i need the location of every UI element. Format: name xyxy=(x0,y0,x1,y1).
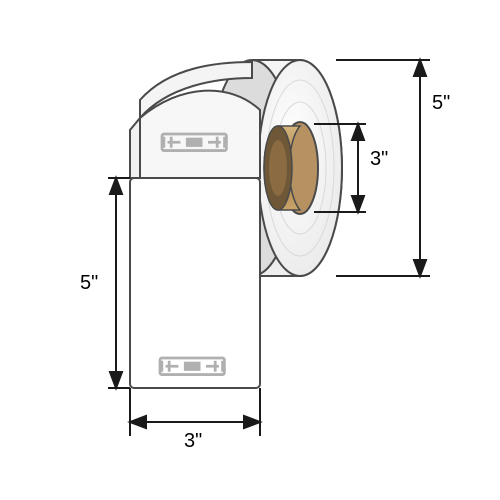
dim-label-height: 5" xyxy=(80,272,98,295)
diagram-svg xyxy=(0,0,500,500)
dim-core-inner: 3" xyxy=(370,148,388,171)
hanging-label xyxy=(130,62,260,388)
label-roll-dimension-diagram: { "diagram": { "type": "dimensioned-prod… xyxy=(0,0,500,500)
dim-roll-outer: 5" xyxy=(432,92,450,115)
dim-label-width: 3" xyxy=(184,430,202,453)
core xyxy=(264,122,318,214)
